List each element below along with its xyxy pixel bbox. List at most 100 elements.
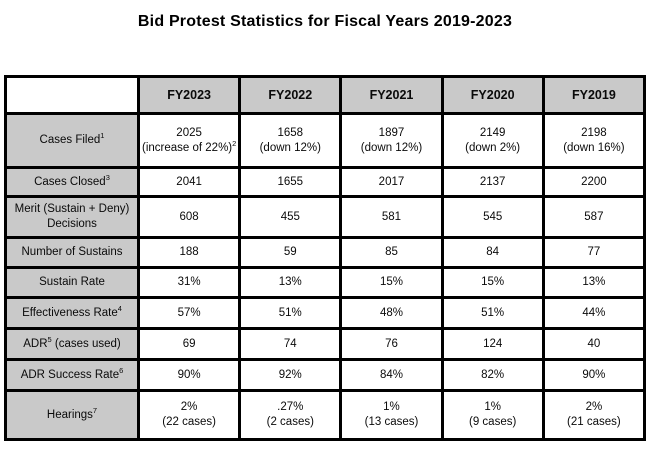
footnote-marker: 3 [105, 172, 110, 182]
row-label-hearings: Hearings7 [4, 389, 140, 441]
cell-line: 587 [584, 210, 604, 223]
cell-merit-sustain-deny-decisions-fy2022: 455 [238, 195, 343, 239]
cell-cases-filed-fy2023: 2025 (increase of 22%)2 [136, 112, 242, 169]
cell-line: 13% [582, 276, 606, 289]
cell-line: 455 [280, 210, 300, 223]
cell-line: .27% [277, 401, 304, 414]
cell-adr-success-rate-fy2021: 84% [339, 358, 444, 392]
footnote-marker: 7 [92, 405, 98, 415]
footnote-marker: 2 [232, 138, 237, 148]
cell-line: 76 [385, 337, 398, 350]
cell-adr-success-rate-fy2019: 90% [541, 358, 647, 392]
cell-cases-filed-fy2021: 1897 (down 12%) [339, 112, 444, 169]
cell-line: 608 [179, 210, 199, 223]
cell-effectiveness-rate-fy2019: 44% [541, 296, 647, 330]
row-label-cases-closed: Cases Closed3 [4, 166, 140, 198]
cell-adr-fy2022: 74 [238, 327, 343, 361]
cell-sustain-rate-fy2022: 13% [238, 266, 343, 299]
cell-line: 124 [483, 337, 503, 350]
cell-line: 2025 [176, 126, 202, 139]
cell-hearings-fy2019: 2% (21 cases) [541, 389, 647, 441]
cell-line: (22 cases) [162, 416, 216, 428]
cell-line: 77 [587, 246, 601, 259]
cell-cases-closed-fy2023: 2041 [136, 166, 242, 198]
cell-merit-sustain-deny-decisions-fy2023: 608 [136, 195, 242, 239]
cell-sustain-rate-fy2023: 31% [136, 266, 242, 299]
cell-line: 59 [283, 246, 297, 259]
column-header-fy2022: FY2022 [238, 75, 343, 115]
header-row: FY2023 FY2022 FY2021 FY2020 FY2019 [4, 75, 647, 115]
row-label-number-of-sustains: Number of Sustains [4, 236, 140, 269]
table-body: Cases Filed1 2025 (increase of 22%)2 1658 (d… [4, 112, 647, 441]
row-label-cases-filed: Cases Filed1 [4, 112, 140, 169]
footnote-marker: 5 [47, 334, 52, 344]
cell-adr-fy2023: 69 [136, 327, 242, 361]
cell-line: 51% [278, 306, 302, 319]
cell-line: (down 16%) [563, 141, 625, 154]
cell-line: 74 [283, 337, 297, 350]
cell-line: 40 [587, 337, 601, 350]
cell-line: (down 2%) [465, 141, 521, 154]
cell-line: 2041 [176, 175, 202, 188]
cell-adr-fy2019: 40 [541, 327, 647, 361]
row-label-adr: ADR5 (cases used) [4, 327, 140, 361]
cell-line: 2198 [581, 126, 607, 139]
cell-cases-closed-fy2021: 2017 [339, 166, 444, 198]
cell-line: 2149 [479, 126, 506, 139]
row-label-merit-sustain-deny-decisions: Merit (Sustain + Deny) Decisions [4, 195, 140, 239]
cell-hearings-fy2023: 2% (22 cases) [136, 389, 242, 441]
cell-number-of-sustains-fy2023: 188 [136, 236, 242, 269]
cell-merit-sustain-deny-decisions-fy2019: 587 [541, 195, 647, 239]
row-label-adr-success-rate: ADR Success Rate6 [4, 358, 140, 392]
cell-merit-sustain-deny-decisions-fy2021: 581 [339, 195, 444, 239]
cell-line: 545 [483, 210, 503, 223]
cell-line: 13% [278, 276, 302, 289]
cell-number-of-sustains-fy2019: 77 [541, 236, 647, 269]
cell-line: 2% [180, 401, 198, 414]
row-label-effectiveness-rate: Effectiveness Rate4 [4, 296, 140, 330]
cell-line: (21 cases) [567, 416, 621, 428]
cell-line: 51% [481, 306, 505, 319]
cell-line: (down 12%) [360, 141, 423, 154]
cell-line: 57% [177, 306, 201, 319]
cell-line: 1897 [378, 126, 405, 139]
cell-line: 1% [484, 401, 501, 414]
footnote-marker: 6 [119, 365, 124, 375]
cell-adr-success-rate-fy2023: 90% [136, 358, 242, 392]
cell-cases-filed-fy2019: 2198 (down 16%) [541, 112, 647, 169]
cell-line: 1658 [277, 126, 304, 139]
cell-hearings-fy2020: 1% (9 cases) [440, 389, 545, 441]
cell-line: (increase of 22%)2 [142, 138, 237, 154]
cell-line: 2137 [479, 175, 506, 188]
cell-line: 581 [381, 210, 402, 223]
cell-line: 1655 [277, 175, 304, 188]
page-title: Bid Protest Statistics for Fiscal Years … [137, 13, 513, 30]
cell-number-of-sustains-fy2021: 85 [339, 236, 444, 269]
cell-line: 2200 [581, 175, 607, 188]
column-header-fy2023: FY2023 [136, 75, 242, 115]
cell-number-of-sustains-fy2020: 84 [440, 236, 545, 269]
footnote-marker: 1 [100, 131, 105, 141]
cell-effectiveness-rate-fy2023: 57% [136, 296, 242, 330]
cell-effectiveness-rate-fy2020: 51% [440, 296, 545, 330]
cell-effectiveness-rate-fy2021: 48% [339, 296, 444, 330]
cell-cases-closed-fy2019: 2200 [541, 166, 647, 198]
table-row-effectiveness-rate: Effectiveness Rate4 57% 51% 48% 51% 44% [4, 296, 647, 330]
cell-adr-fy2020: 124 [440, 327, 545, 361]
cell-line: 15% [481, 276, 505, 289]
table-row-merit-sustain-deny-decisions: Merit (Sustain + Deny) Decisions 608 455 58… [4, 195, 647, 239]
cell-cases-closed-fy2020: 2137 [440, 166, 545, 198]
cell-cases-filed-fy2022: 1658 (down 12%) [238, 112, 343, 169]
cell-line: 31% [177, 276, 201, 289]
cell-cases-filed-fy2020: 2149 (down 2%) [440, 112, 545, 169]
cell-line: 85 [385, 246, 398, 259]
cell-line: 90% [582, 368, 606, 381]
cell-sustain-rate-fy2019: 13% [541, 266, 647, 299]
cell-line: (2 cases) [266, 416, 314, 428]
column-header-fy2019: FY2019 [541, 75, 647, 115]
cell-line: 84 [486, 246, 500, 259]
table-row-cases-closed: Cases Closed3 2041 1655 2017 2137 2200 [4, 166, 647, 198]
cell-line: 2% [585, 401, 603, 414]
cell-line: 2017 [378, 175, 405, 188]
cell-line: 82% [481, 368, 505, 381]
